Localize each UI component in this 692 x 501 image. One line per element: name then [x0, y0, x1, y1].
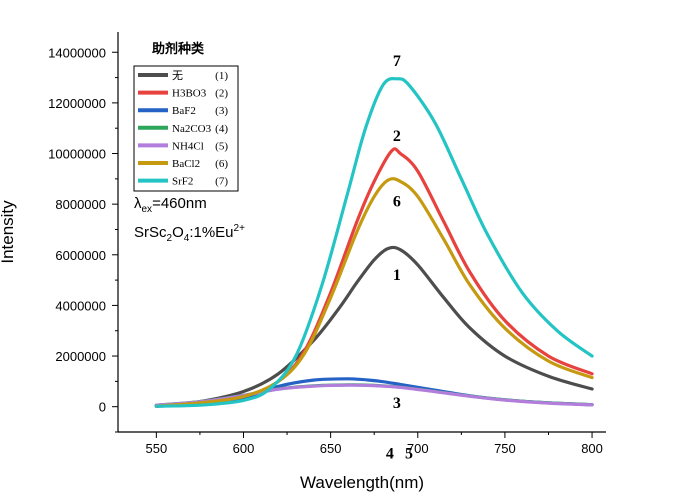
legend-label: NH4Cl	[172, 140, 204, 152]
x-tick-label: 750	[494, 441, 516, 456]
y-tick-label: 0	[99, 400, 106, 415]
y-tick-label: 10000000	[48, 147, 106, 162]
y-axis-title: Intensity	[0, 200, 17, 264]
series-layer	[154, 77, 594, 408]
excitation-annotation: λex=460nm	[134, 195, 207, 215]
axes: 550 600 650 700 750 800 0 2000000 4000000 6000000…	[0, 32, 606, 492]
legend-label: H3BO3	[172, 88, 207, 100]
legend-number: (2)	[215, 88, 228, 100]
x-tick-label: 600	[233, 441, 255, 456]
legend-label: BaF2	[172, 105, 196, 117]
curve-label-7: 7	[393, 53, 401, 70]
legend-number: (7)	[215, 176, 228, 188]
curve-label-2: 2	[393, 128, 401, 145]
legend-label: Na2CO3	[172, 123, 212, 135]
legend-number: (1)	[215, 70, 228, 82]
series-line-bacl2	[154, 177, 594, 408]
legend-number: (3)	[215, 105, 228, 117]
series-line-无	[154, 245, 594, 408]
curve-label-4: 4	[386, 446, 394, 463]
annotations: λex=460nm SrSc2O4:1%Eu2+	[134, 195, 245, 244]
legend-label: 无	[172, 70, 183, 82]
curve-label-6: 6	[393, 194, 401, 211]
legend-box	[133, 65, 239, 192]
legend-label: BaCl2	[172, 158, 200, 170]
y-tick-label: 12000000	[48, 96, 106, 111]
legend-label: SrF2	[172, 176, 193, 188]
curve-labels: 1 2 3 4 5 6 7	[386, 53, 413, 462]
y-tick-label: 14000000	[48, 45, 106, 60]
series-line-srf2	[154, 77, 594, 408]
legend-number: (6)	[215, 158, 228, 170]
x-axis-title: Wavelength(nm)	[300, 473, 424, 492]
x-tick-label: 550	[145, 441, 167, 456]
formula-annotation: SrSc2O4:1%Eu2+	[134, 223, 245, 244]
legend-number: (4)	[215, 123, 228, 135]
curve-label-3: 3	[393, 395, 401, 412]
x-tick-label: 700	[407, 441, 429, 456]
x-tick-label: 650	[320, 441, 342, 456]
legend-title: 助剂种类	[152, 41, 205, 57]
y-tick-label: 2000000	[55, 349, 106, 364]
y-tick-label: 8000000	[55, 197, 106, 212]
y-tick-label: 4000000	[55, 298, 106, 313]
y-tick-label: 6000000	[55, 248, 106, 263]
legend-number: (5)	[215, 140, 228, 152]
curve-label-1: 1	[393, 267, 401, 284]
curve-label-5: 5	[405, 446, 413, 463]
x-tick-label: 800	[581, 441, 603, 456]
